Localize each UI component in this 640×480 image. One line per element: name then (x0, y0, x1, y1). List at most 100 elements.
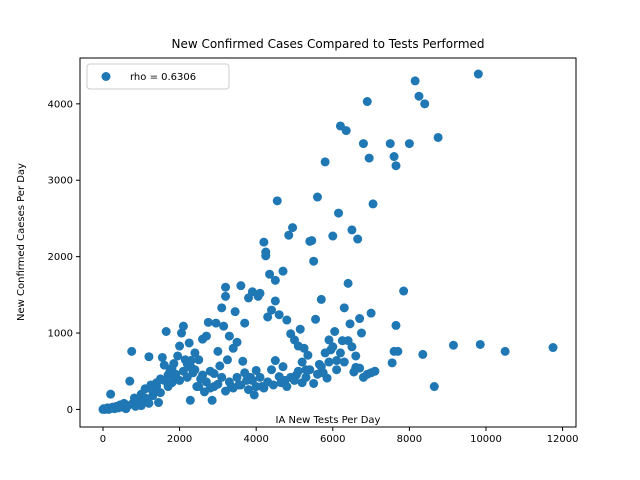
data-point (278, 362, 288, 372)
data-point (347, 342, 357, 352)
x-tick-label: 0 (100, 434, 106, 445)
data-point (328, 231, 338, 241)
data-point (309, 378, 319, 388)
data-point (391, 320, 401, 330)
data-point (362, 97, 372, 107)
data-point (295, 324, 305, 334)
legend-marker (101, 72, 111, 81)
data-point (316, 294, 326, 304)
data-point (222, 355, 232, 365)
data-point (144, 398, 154, 408)
data-point (190, 348, 200, 358)
data-point (270, 296, 280, 306)
plot-frame (79, 57, 577, 428)
x-tick-label: 10000 (470, 434, 502, 445)
data-point (265, 269, 275, 279)
data-point (161, 327, 171, 336)
data-point (249, 390, 259, 400)
data-point (236, 281, 246, 291)
y-tick-label: 4000 (48, 99, 73, 110)
data-point (194, 382, 204, 392)
data-point (236, 380, 246, 390)
data-point (136, 401, 146, 411)
data-point (389, 346, 399, 356)
x-axis: 0 2000 4000 6000 8000 10000 12000 (100, 427, 579, 445)
data-point (203, 317, 213, 327)
data-point (324, 357, 334, 367)
data-point (173, 351, 183, 361)
data-point (353, 234, 363, 244)
data-point (213, 346, 223, 356)
data-point (343, 278, 353, 288)
data-point (270, 275, 280, 285)
data-point (155, 388, 165, 398)
data-point (217, 372, 227, 382)
data-point (255, 288, 265, 298)
data-point (364, 153, 374, 163)
data-point (127, 346, 137, 356)
data-point (366, 308, 376, 318)
data-point (272, 196, 282, 206)
x-tick-label: 4000 (243, 434, 268, 445)
data-point (263, 377, 273, 387)
data-point (182, 372, 192, 382)
data-point (345, 319, 355, 329)
y-axis: 0 1000 2000 3000 4000 (48, 99, 80, 416)
data-point (207, 395, 217, 405)
data-point (368, 199, 378, 209)
data-point (163, 382, 173, 392)
data-point (284, 230, 294, 240)
data-point (355, 363, 365, 373)
legend-box (86, 63, 230, 90)
data-point (301, 372, 311, 382)
data-point (282, 382, 292, 392)
data-point (198, 370, 208, 380)
data-point (303, 350, 313, 360)
data-point (211, 318, 221, 328)
data-point (263, 312, 273, 322)
data-point (355, 314, 365, 324)
data-point (335, 348, 345, 358)
x-tick-label: 12000 (547, 434, 579, 445)
data-point (154, 398, 164, 408)
data-point (387, 358, 397, 368)
data-point (185, 395, 195, 405)
data-point (278, 266, 288, 276)
legend-label: rho = 0.6306 (130, 72, 196, 83)
data-point (351, 351, 361, 361)
data-point (322, 373, 332, 383)
data-point (255, 372, 265, 382)
data-point (385, 139, 395, 149)
x-tick-label: 6000 (320, 434, 345, 445)
data-point (209, 369, 219, 379)
data-point (259, 237, 269, 247)
data-point (339, 303, 349, 313)
y-tick-label: 2000 (48, 252, 73, 263)
data-point (312, 192, 322, 202)
data-point (420, 99, 430, 109)
data-point (312, 369, 322, 379)
x-axis-label: IA New Tests Per Day (276, 415, 381, 426)
data-point (184, 338, 194, 348)
y-tick-label: 3000 (48, 176, 73, 187)
data-point (213, 379, 223, 389)
data-point (274, 372, 284, 382)
data-point (175, 375, 185, 385)
data-point (448, 340, 458, 350)
data-point (358, 139, 368, 149)
data-point (159, 360, 169, 370)
data-point (341, 126, 351, 136)
data-point (219, 321, 229, 331)
data-point (240, 318, 250, 328)
data-point (320, 348, 330, 358)
data-point (230, 307, 240, 317)
data-point (316, 362, 326, 372)
data-point (177, 328, 186, 338)
data-point (224, 331, 234, 341)
data-point (232, 337, 242, 347)
data-point (190, 365, 200, 375)
data-point (309, 256, 319, 266)
data-point (282, 315, 292, 325)
data-point (288, 223, 298, 233)
